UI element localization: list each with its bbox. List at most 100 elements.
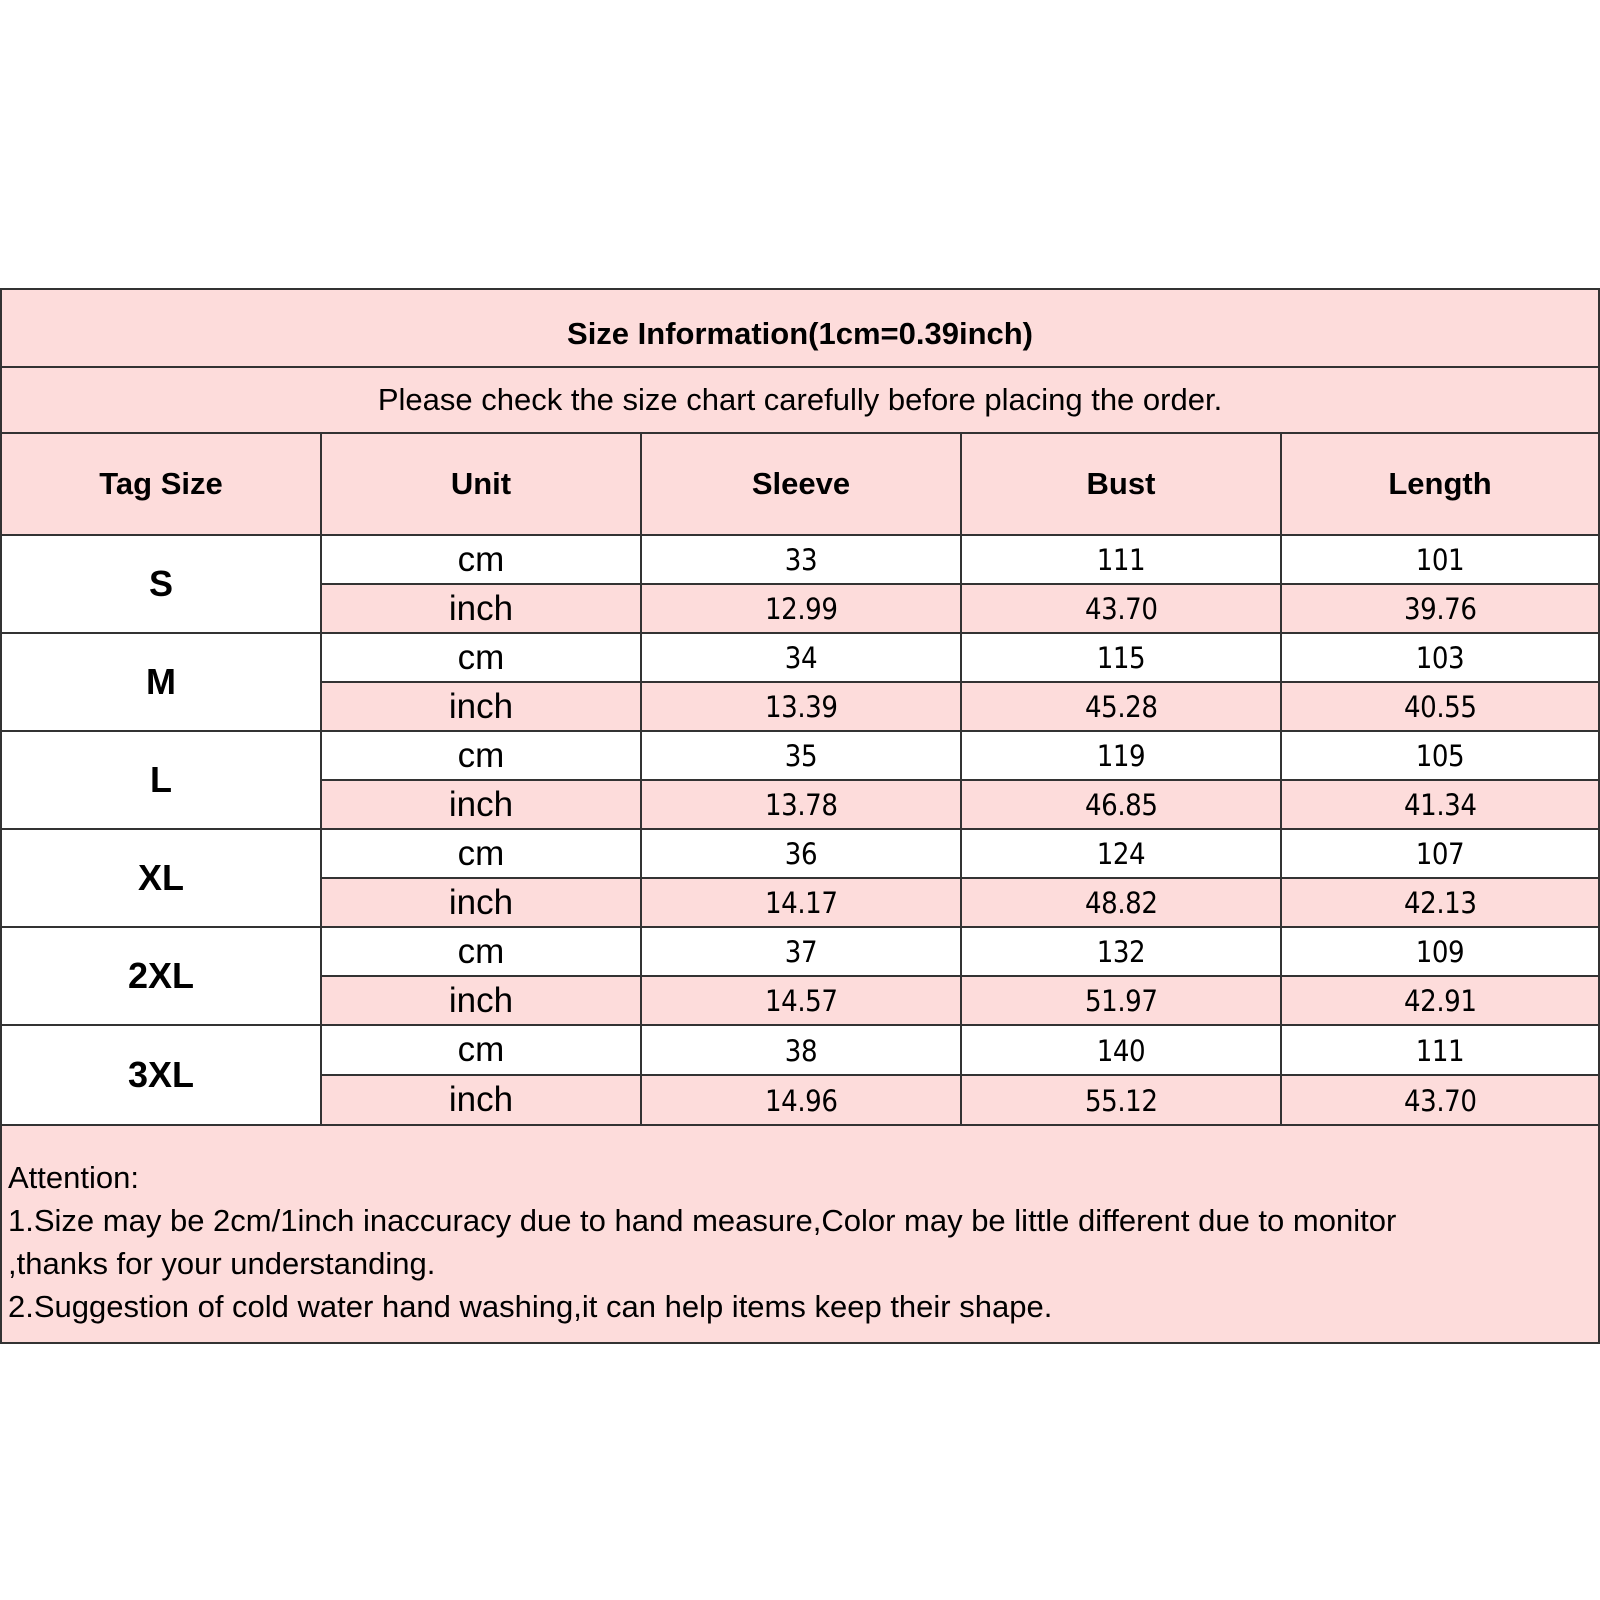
header-bust: Bust [960, 432, 1282, 536]
tag-size-cell: 2XL [0, 926, 322, 1026]
bust-value: 45.28 [1084, 690, 1158, 724]
table-row: inch 13.39 45.28 40.55 [1, 681, 1600, 732]
length-value: 107 [1415, 837, 1465, 871]
header-unit: Unit [320, 432, 642, 536]
size-chart: Size Information(1cm=0.39inch) Please ch… [0, 288, 1600, 1344]
length-value: 111 [1415, 1033, 1465, 1068]
unit-cell: inch [320, 779, 642, 830]
table-row: inch 14.57 51.97 42.91 [1, 975, 1600, 1026]
attention-notes: Attention: 1.Size may be 2cm/1inch inaccu… [0, 1124, 1600, 1344]
bust-cell: 111 [960, 534, 1282, 585]
sleeve-value: 14.57 [764, 984, 838, 1018]
sleeve-cell: 34 [640, 632, 962, 683]
header-length: Length [1279, 432, 1600, 536]
length-cell: 39.76 [1279, 583, 1600, 634]
length-cell: 41.34 [1279, 779, 1600, 830]
length-cell: 101 [1279, 534, 1600, 585]
header-row: Tag Size Unit Sleeve Bust Length [0, 432, 1600, 536]
tag-size-cell: S [0, 534, 322, 634]
table-title: Size Information(1cm=0.39inch) [0, 288, 1600, 368]
unit-cell: inch [320, 1074, 642, 1126]
length-cell: 43.70 [1279, 1074, 1600, 1126]
bust-value: 115 [1096, 641, 1146, 675]
bust-value: 111 [1096, 543, 1146, 577]
sleeve-value: 14.96 [764, 1083, 838, 1118]
attention-line: 2.Suggestion of cold water hand washing,… [8, 1289, 1053, 1324]
unit-cell: inch [320, 681, 642, 732]
length-cell: 40.55 [1279, 681, 1600, 732]
table-row: XL cm 36 124 107 [0, 828, 1600, 928]
bust-value: 140 [1096, 1033, 1146, 1068]
sleeve-value: 13.39 [764, 690, 838, 724]
length-cell: 103 [1279, 632, 1600, 683]
bust-cell: 45.28 [960, 681, 1282, 732]
sleeve-cell: 14.57 [640, 975, 962, 1026]
sleeve-cell: 13.78 [640, 779, 962, 830]
length-cell: 105 [1279, 730, 1600, 781]
unit-cell: inch [320, 877, 642, 928]
table-row: inch 13.78 46.85 41.34 [1, 779, 1600, 830]
length-value: 109 [1415, 935, 1465, 969]
bust-cell: 119 [960, 730, 1282, 781]
bust-cell: 140 [960, 1024, 1282, 1076]
unit-cell: inch [320, 583, 642, 634]
length-value: 42.91 [1403, 984, 1477, 1018]
sleeve-value: 12.99 [764, 592, 838, 626]
attention-line: ,thanks for your understanding. [8, 1246, 436, 1281]
sleeve-value: 35 [784, 739, 818, 773]
bust-cell: 115 [960, 632, 1282, 683]
sleeve-cell: 14.17 [640, 877, 962, 928]
sleeve-value: 38 [784, 1033, 818, 1068]
size-table: Size Information(1cm=0.39inch) Please ch… [0, 288, 1600, 1344]
table-subtitle: Please check the size chart carefully be… [0, 366, 1600, 434]
attention-line: 1.Size may be 2cm/1inch inaccuracy due t… [8, 1203, 1397, 1238]
sleeve-cell: 33 [640, 534, 962, 585]
length-cell: 107 [1279, 828, 1600, 879]
table-row: inch 14.96 55.12 43.70 [1, 1074, 1600, 1126]
bust-value: 132 [1096, 935, 1146, 969]
sleeve-cell: 35 [640, 730, 962, 781]
tag-size-cell: L [0, 730, 322, 830]
length-cell: 109 [1279, 926, 1600, 977]
bust-cell: 43.70 [960, 583, 1282, 634]
unit-cell: inch [320, 975, 642, 1026]
length-cell: 111 [1279, 1024, 1600, 1076]
sleeve-value: 34 [784, 641, 818, 675]
length-value: 43.70 [1403, 1083, 1477, 1118]
sleeve-value: 13.78 [764, 788, 838, 822]
sleeve-cell: 14.96 [640, 1074, 962, 1126]
sleeve-cell: 38 [640, 1024, 962, 1076]
sleeve-cell: 36 [640, 828, 962, 879]
table-row: inch 12.99 43.70 39.76 [1, 583, 1600, 634]
length-value: 103 [1415, 641, 1465, 675]
sleeve-value: 37 [784, 935, 818, 969]
unit-cell: cm [320, 926, 642, 977]
bust-value: 119 [1096, 739, 1146, 773]
tag-size-cell: XL [0, 828, 322, 928]
unit-cell: cm [320, 632, 642, 683]
bust-cell: 48.82 [960, 877, 1282, 928]
sleeve-cell: 13.39 [640, 681, 962, 732]
bust-value: 46.85 [1084, 788, 1158, 822]
length-value: 105 [1415, 739, 1465, 773]
bust-cell: 132 [960, 926, 1282, 977]
length-cell: 42.13 [1279, 877, 1600, 928]
length-cell: 42.91 [1279, 975, 1600, 1026]
bust-value: 43.70 [1084, 592, 1158, 626]
sleeve-value: 14.17 [764, 886, 838, 920]
unit-cell: cm [320, 828, 642, 879]
table-row: inch 14.17 48.82 42.13 [1, 877, 1600, 928]
attention-heading: Attention: [8, 1160, 139, 1195]
bust-value: 124 [1096, 837, 1146, 871]
bust-value: 48.82 [1084, 886, 1158, 920]
bust-cell: 46.85 [960, 779, 1282, 830]
length-value: 41.34 [1403, 788, 1477, 822]
sleeve-cell: 37 [640, 926, 962, 977]
header-sleeve: Sleeve [640, 432, 962, 536]
sleeve-value: 36 [784, 837, 818, 871]
tag-size-cell: M [0, 632, 322, 732]
header-tag-size: Tag Size [0, 432, 322, 536]
